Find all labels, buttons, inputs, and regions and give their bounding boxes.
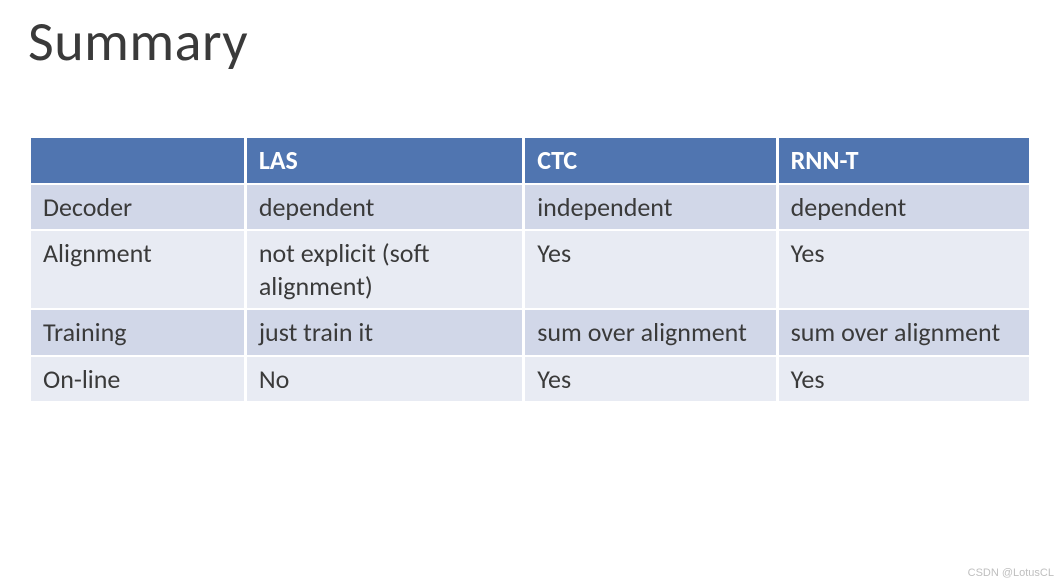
table-cell: No bbox=[247, 357, 522, 402]
table-cell-rowlabel: Alignment bbox=[31, 231, 244, 308]
table-row: Training just train it sum over alignmen… bbox=[31, 310, 1029, 355]
summary-table: LAS CTC RNN-T Decoder dependent independ… bbox=[28, 136, 1032, 403]
table-cell: sum over alignment bbox=[525, 310, 775, 355]
table-row: On-line No Yes Yes bbox=[31, 357, 1029, 402]
table-cell: dependent bbox=[779, 185, 1029, 230]
table-header-ctc: CTC bbox=[525, 138, 775, 183]
table-cell-rowlabel: Decoder bbox=[31, 185, 244, 230]
table-cell: Yes bbox=[779, 357, 1029, 402]
table-cell: just train it bbox=[247, 310, 522, 355]
table-row: Alignment not explicit (soft alignment) … bbox=[31, 231, 1029, 308]
table-cell-rowlabel: On-line bbox=[31, 357, 244, 402]
table-cell: not explicit (soft alignment) bbox=[247, 231, 522, 308]
table-cell: Yes bbox=[525, 357, 775, 402]
table-cell: sum over alignment bbox=[779, 310, 1029, 355]
table-header-las: LAS bbox=[247, 138, 522, 183]
table-cell-rowlabel: Training bbox=[31, 310, 244, 355]
table-header-rnnt: RNN-T bbox=[779, 138, 1029, 183]
table-cell: Yes bbox=[779, 231, 1029, 308]
table-cell: dependent bbox=[247, 185, 522, 230]
page-title: Summary bbox=[0, 0, 1060, 76]
table-header-blank bbox=[31, 138, 244, 183]
table-header-row: LAS CTC RNN-T bbox=[31, 138, 1029, 183]
watermark-text: CSDN @LotusCL bbox=[968, 567, 1054, 579]
table-cell: independent bbox=[525, 185, 775, 230]
table-cell: Yes bbox=[525, 231, 775, 308]
table-row: Decoder dependent independent dependent bbox=[31, 185, 1029, 230]
summary-table-container: LAS CTC RNN-T Decoder dependent independ… bbox=[0, 76, 1060, 403]
